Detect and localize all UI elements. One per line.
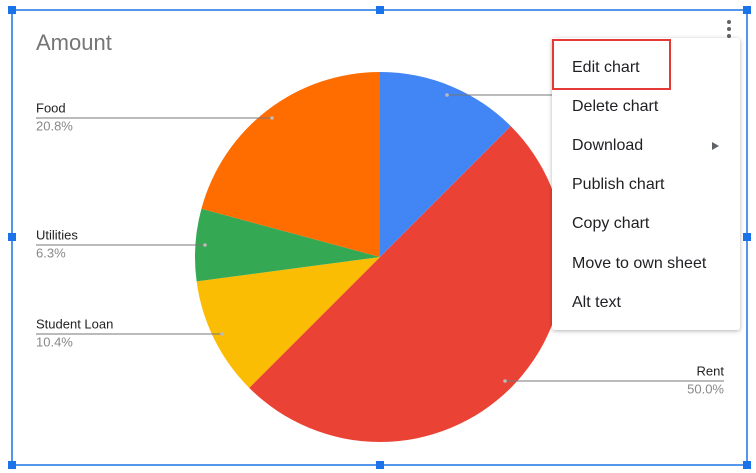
context-menu: Edit chart Delete chart Download Publish ch… [552, 38, 740, 330]
slice-label: Student Loan [36, 316, 113, 331]
pie-labels: Rent 50.0% Student Loan 10.4% Utilities 6.3% F… [36, 93, 724, 396]
more-options[interactable] [727, 20, 731, 38]
highlight-box [552, 39, 671, 90]
slice-value-label: 10.4% [36, 334, 73, 349]
chart-title: Amount [36, 30, 112, 55]
leader-dot [503, 379, 507, 383]
pie-slice [196, 257, 380, 388]
leader-dot [445, 93, 449, 97]
pie-slice [201, 72, 380, 257]
slice-value-label: 50.0% [687, 381, 724, 396]
pie-slice [195, 208, 380, 282]
slice-value-label: 20.8% [36, 118, 73, 133]
pie-slice [249, 126, 565, 442]
menu-item[interactable]: Move to own sheet [572, 255, 707, 272]
leader-dot [270, 116, 274, 120]
menu-item[interactable]: Edit chart [572, 59, 640, 76]
pie [195, 72, 565, 442]
submenu-arrow [712, 142, 719, 150]
leader-dot [203, 243, 207, 247]
slice-label: Utilities [36, 227, 78, 242]
slice-value-label: 6.3% [36, 245, 66, 260]
menu-item[interactable]: Copy chart [572, 215, 650, 232]
slice-label: Rent [697, 363, 725, 378]
pie-slice [380, 72, 511, 257]
menu-item[interactable]: Delete chart [572, 98, 659, 115]
menu-item[interactable]: Download [572, 137, 643, 154]
menu-panel [552, 38, 740, 330]
resize-handles[interactable] [8, 6, 751, 469]
leader-dot [220, 332, 224, 336]
slice-label: Food [36, 100, 66, 115]
menu-item[interactable]: Alt text [572, 294, 621, 311]
menu-item[interactable]: Publish chart [572, 176, 665, 193]
